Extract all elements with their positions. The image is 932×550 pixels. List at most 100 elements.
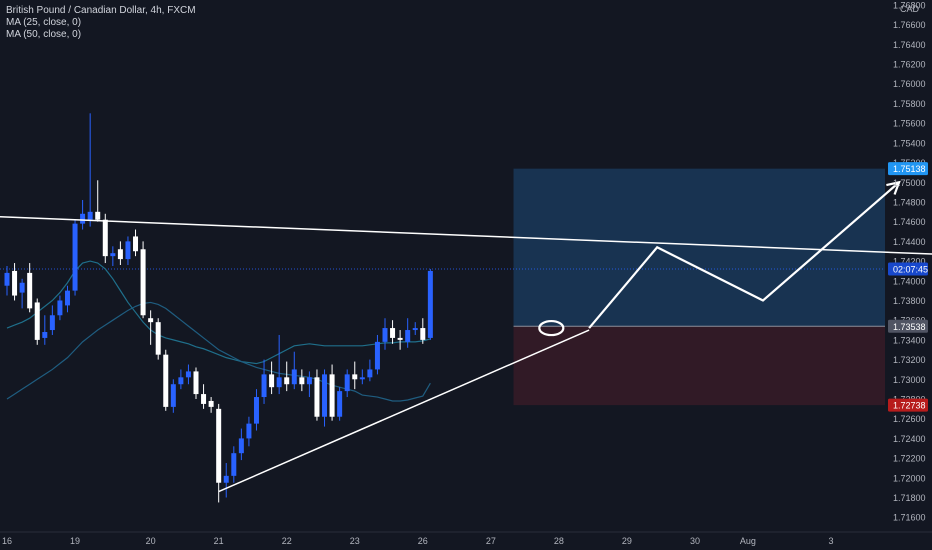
- candle-body: [306, 377, 312, 385]
- candle: [27, 263, 33, 313]
- ma25-line: [6, 260, 431, 365]
- candle-body: [19, 282, 25, 293]
- candle: [253, 389, 259, 431]
- y-tick-label: 1.73400: [893, 335, 926, 345]
- candle-body: [49, 315, 55, 331]
- ma25-legend: MA (25, close, 0): [6, 17, 82, 28]
- y-tick-label: 1.72400: [893, 434, 926, 444]
- currency-label: CAD: [900, 4, 920, 14]
- y-tick-label: 1.76600: [893, 20, 926, 30]
- candle: [19, 278, 25, 309]
- y-tick-label: 1.73800: [893, 296, 926, 306]
- candle-body: [299, 377, 305, 385]
- y-tick-label: 1.71600: [893, 513, 926, 523]
- y-tick-label: 1.76200: [893, 60, 926, 70]
- drawings[interactable]: [0, 180, 932, 493]
- candle: [412, 322, 418, 335]
- candle: [4, 266, 10, 296]
- candle-body: [201, 394, 207, 404]
- candle: [87, 113, 93, 227]
- arrow-head-icon: [886, 180, 901, 195]
- candle-body: [12, 270, 18, 296]
- price-axis[interactable]: 1.71600 1.71800 1.72000 1.72200 1.72400 1.726…: [893, 0, 926, 522]
- y-tick-label: 1.75600: [893, 119, 926, 129]
- y-tick-label: 1.74000: [893, 276, 926, 286]
- y-tick-label: 1.74600: [893, 217, 926, 227]
- candle: [102, 213, 108, 264]
- candle-body: [57, 300, 63, 316]
- candle: [238, 428, 244, 461]
- candle: [337, 387, 343, 421]
- countdown-tag: 02:07:45: [888, 262, 928, 276]
- chart-legend: British Pound / Canadian Dollar, 4h, FXC…: [6, 5, 196, 41]
- stop-price-tag: 1.72738: [888, 398, 928, 412]
- candle: [427, 268, 433, 340]
- target-price-tag: 1.75138: [888, 162, 928, 176]
- candle-body: [133, 236, 139, 252]
- candle-body: [110, 253, 116, 257]
- time-axis[interactable]: 16 19 20 21 22 23 26 27 28 29 30 Aug 3: [0, 531, 932, 546]
- y-tick-label: 1.74400: [893, 237, 926, 247]
- candles: [4, 113, 433, 503]
- ma50-line: [6, 301, 431, 402]
- candle-body: [367, 369, 373, 378]
- candle-body: [427, 270, 433, 338]
- candle-body: [344, 374, 350, 392]
- y-tick-label: 1.75800: [893, 99, 926, 109]
- candle-body: [72, 223, 78, 291]
- candle: [133, 229, 139, 257]
- candle-body: [80, 213, 86, 224]
- candle-body: [397, 337, 403, 340]
- candle-body: [185, 371, 191, 378]
- candle: [367, 359, 373, 382]
- candle-body: [102, 219, 108, 257]
- candle: [269, 361, 275, 395]
- candle-body: [193, 371, 199, 395]
- candle: [390, 320, 396, 344]
- candle-body: [291, 369, 297, 385]
- candle: [359, 369, 365, 385]
- candle-body: [359, 377, 365, 380]
- candle: [185, 364, 191, 385]
- highlight-circle: [538, 319, 565, 337]
- candle: [80, 199, 86, 230]
- candle: [276, 334, 282, 395]
- candle: [178, 369, 184, 390]
- stop-price-tag-text: 1.72738: [893, 401, 926, 411]
- stop-price-tag-bg: [888, 398, 928, 412]
- y-tick-label: 1.75000: [893, 178, 926, 188]
- candle: [49, 305, 55, 335]
- candle: [284, 361, 290, 392]
- resistance-trendline: [0, 216, 932, 255]
- candle: [299, 369, 305, 392]
- x-tick-label: 29: [622, 536, 632, 546]
- candle-body: [208, 400, 214, 407]
- candle: [208, 397, 214, 413]
- candle: [261, 359, 267, 404]
- y-tick-label: 1.73000: [893, 375, 926, 385]
- candle: [193, 367, 199, 399]
- ma50-legend: MA (50, close, 0): [6, 29, 82, 40]
- y-tick-label: 1.71800: [893, 493, 926, 503]
- candle: [246, 416, 252, 447]
- y-tick-label: 1.73200: [893, 355, 926, 365]
- candle-body: [125, 241, 131, 260]
- candle-body: [163, 354, 169, 407]
- y-tick-label: 1.75400: [893, 138, 926, 148]
- candle: [420, 318, 426, 344]
- candle-body: [412, 328, 418, 331]
- x-tick-label: 26: [418, 536, 428, 546]
- y-tick-label: 1.76400: [893, 40, 926, 50]
- symbol-title: British Pound / Canadian Dollar, 4h, FXC…: [6, 5, 196, 16]
- candle: [314, 369, 320, 421]
- x-tick-label: 19: [70, 536, 80, 546]
- entry-price-tag-text: 1.73538: [893, 322, 926, 332]
- x-tick-label: 28: [554, 536, 564, 546]
- candle: [163, 349, 169, 411]
- support-trendline: [218, 329, 590, 493]
- candle-body: [405, 330, 411, 342]
- candle-body: [170, 384, 176, 407]
- candle-body: [223, 475, 229, 483]
- candle-body: [155, 322, 161, 355]
